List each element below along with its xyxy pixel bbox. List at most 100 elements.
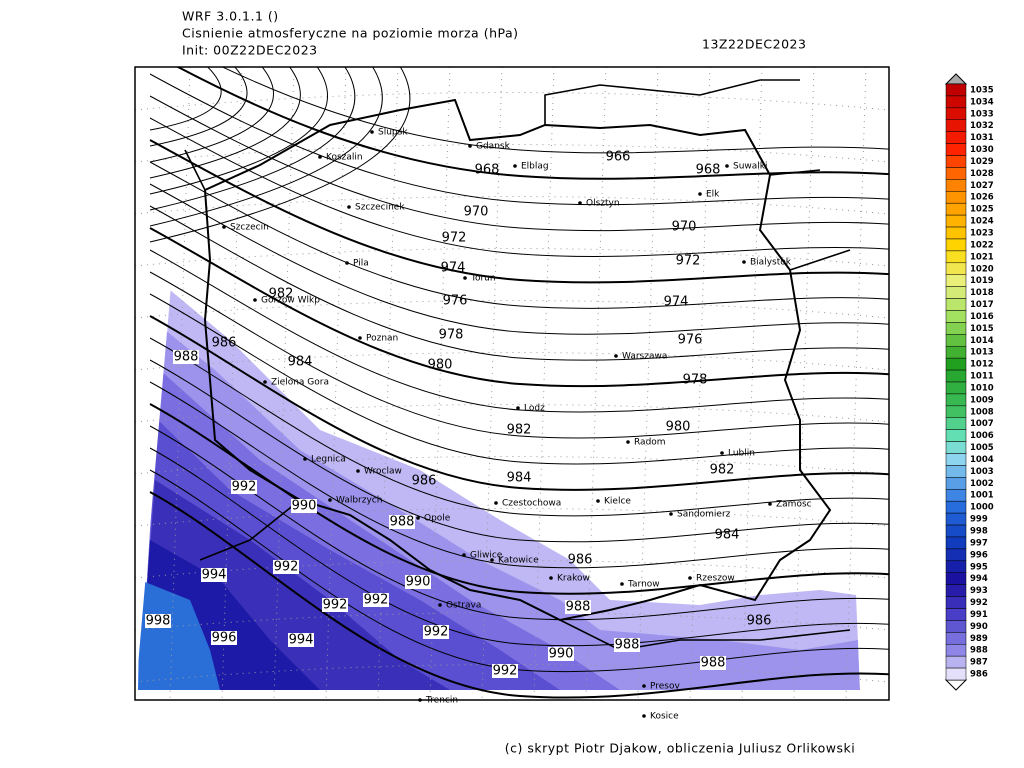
colorbar-label: 1012 — [970, 360, 994, 370]
isobar — [149, 293, 889, 465]
colorbar-box — [945, 179, 967, 192]
isobar-label: 992 — [323, 598, 348, 613]
colorbar-label: 992 — [970, 598, 988, 608]
isobar-label: 992 — [424, 625, 449, 640]
city-marker — [462, 553, 466, 557]
colorbar-box — [945, 512, 967, 526]
isobar-label: 966 — [606, 150, 631, 165]
colorbar-box — [945, 191, 967, 204]
colorbar-label: 991 — [970, 610, 988, 620]
isobar-label: 990 — [406, 575, 431, 590]
colorbar-box — [945, 143, 967, 156]
colorbar-box — [945, 310, 967, 323]
isobar-label: 988 — [701, 656, 726, 671]
city-marker — [263, 380, 267, 384]
isobar — [149, 425, 889, 621]
isobar-label-box — [492, 664, 518, 678]
isobar-label: 972 — [442, 231, 467, 246]
colorbar-label: 990 — [970, 622, 988, 632]
city-marker — [642, 684, 646, 688]
colorbar-box — [945, 608, 967, 621]
city-label: Czestochowa — [502, 499, 561, 509]
city-label: Pila — [353, 259, 369, 269]
colorbar-label: 1015 — [970, 324, 994, 334]
isobar-label: 984 — [288, 355, 313, 370]
map-frame — [134, 66, 890, 701]
colorbar-box — [945, 500, 967, 514]
isobar — [149, 491, 889, 699]
colorbar-label: 989 — [970, 634, 988, 644]
colorbar-label: 995 — [970, 562, 988, 572]
colorbar-box — [945, 226, 967, 240]
isobar-label: 988 — [174, 350, 199, 365]
colorbar-box — [945, 214, 967, 228]
colorbar-label: 988 — [970, 646, 988, 656]
city-label: Lublin — [728, 449, 755, 459]
colorbar-box — [945, 655, 967, 669]
colorbar-label: 1014 — [970, 336, 994, 346]
isobar-label: 990 — [549, 647, 574, 662]
city-marker — [490, 558, 494, 562]
isobar-label: 972 — [676, 254, 701, 269]
colorbar-box — [945, 131, 967, 144]
isobar — [149, 67, 329, 195]
city-label: Sandomierz — [677, 510, 731, 520]
isobar-label-box — [614, 638, 640, 652]
isobar — [149, 403, 889, 595]
city-marker — [768, 502, 772, 506]
city-marker — [620, 582, 624, 586]
isobar — [149, 67, 301, 179]
isobar-label: 970 — [672, 220, 697, 235]
city-marker — [720, 451, 724, 455]
colorbar-box — [945, 393, 967, 407]
isobar — [149, 337, 889, 517]
isobar-label: 988 — [390, 515, 415, 530]
isobar-label-box — [322, 598, 348, 612]
isobar — [149, 205, 889, 361]
colorbar-box — [945, 322, 967, 335]
colorbar-box — [945, 524, 967, 538]
city-marker — [549, 576, 553, 580]
city-label: Zamosc — [776, 500, 812, 510]
city-label: Gdansk — [476, 142, 511, 152]
isobar — [149, 67, 383, 227]
isobar — [149, 95, 889, 232]
colorbar-box — [945, 83, 967, 97]
colorbar-label: 996 — [970, 550, 988, 560]
city-label: Radom — [634, 438, 666, 448]
colorbar-label: 993 — [970, 586, 988, 596]
colorbar-box — [945, 345, 967, 359]
colorbar-box — [945, 453, 967, 466]
isobar-label-box — [201, 568, 227, 582]
colorbar-label: 1000 — [970, 503, 994, 513]
isobar-label: 982 — [507, 423, 532, 438]
isobar — [149, 73, 889, 206]
isobar-label: 968 — [475, 163, 500, 178]
colorbar-label: 1031 — [970, 133, 994, 143]
colorbar-label: 1017 — [970, 300, 994, 310]
city-label: Wroclaw — [364, 467, 402, 477]
colorbar-label: 1035 — [970, 85, 994, 95]
colorbar-box — [945, 262, 967, 275]
isobar-label-box — [291, 499, 317, 513]
city-label: Rzeszow — [696, 574, 735, 584]
city-marker — [303, 457, 307, 461]
isobar-label-box — [565, 600, 591, 614]
city-marker — [626, 440, 630, 444]
isobar — [149, 67, 411, 243]
isobar — [149, 359, 889, 543]
city-marker — [688, 576, 692, 580]
isobar — [149, 67, 274, 163]
city-label: Lodz — [524, 404, 545, 414]
isobar-label: 998 — [146, 614, 171, 629]
footer: (c) skrypt Piotr Djakow, obliczenia Juli… — [505, 741, 855, 756]
colorbar-label: 994 — [970, 574, 988, 584]
city-label: Szczecin — [230, 223, 269, 233]
city-marker — [356, 469, 360, 473]
city-label: Walbrzych — [336, 496, 382, 506]
city-marker — [494, 501, 498, 505]
isobar-label: 988 — [615, 638, 640, 653]
domain-mask — [856, 67, 889, 700]
city-label: Kielce — [604, 497, 631, 507]
